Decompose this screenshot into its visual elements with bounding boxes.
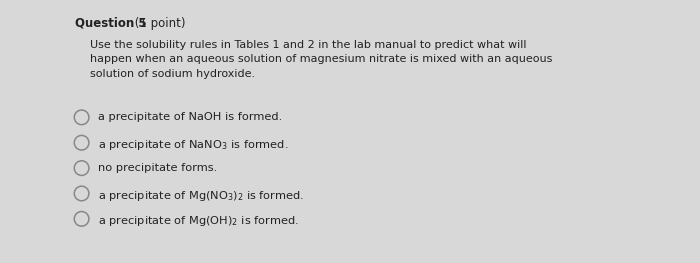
Text: a precipitate of NaNO$_3$ is formed.: a precipitate of NaNO$_3$ is formed. bbox=[98, 138, 288, 152]
Text: (1 point): (1 point) bbox=[132, 17, 186, 30]
Text: Question 5: Question 5 bbox=[75, 17, 146, 30]
Text: solution of sodium hydroxide.: solution of sodium hydroxide. bbox=[90, 69, 256, 79]
Text: no precipitate forms.: no precipitate forms. bbox=[98, 163, 218, 173]
Text: a precipitate of Mg(OH)$_2$ is formed.: a precipitate of Mg(OH)$_2$ is formed. bbox=[98, 214, 299, 228]
Text: a precipitate of NaOH is formed.: a precipitate of NaOH is formed. bbox=[98, 113, 282, 123]
Text: happen when an aqueous solution of magnesium nitrate is mixed with an aqueous: happen when an aqueous solution of magne… bbox=[90, 54, 553, 64]
Text: Use the solubility rules in Tables 1 and 2 in the lab manual to predict what wil: Use the solubility rules in Tables 1 and… bbox=[90, 40, 527, 50]
Text: a precipitate of Mg(NO$_3$)$_2$ is formed.: a precipitate of Mg(NO$_3$)$_2$ is forme… bbox=[98, 189, 304, 203]
